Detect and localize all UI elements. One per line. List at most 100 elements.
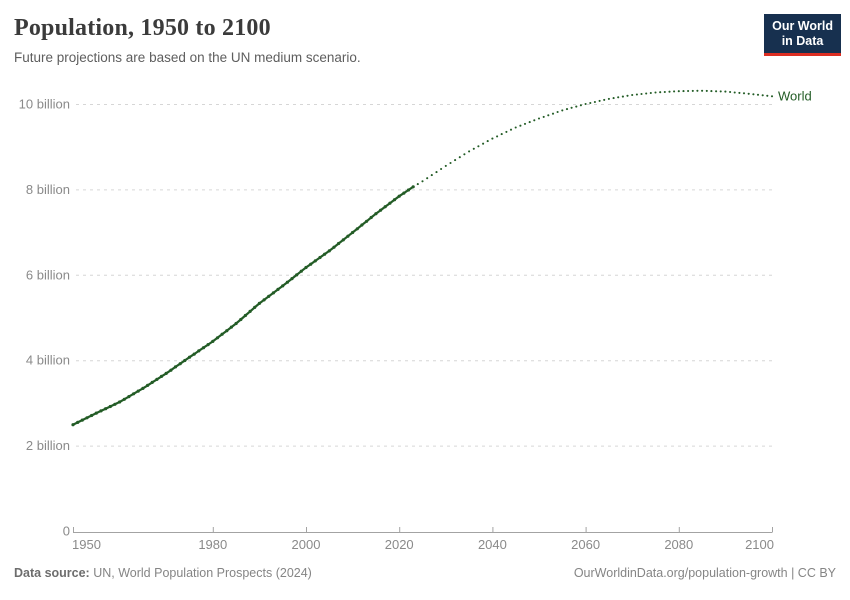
world-series-point: [304, 265, 308, 270]
world-projection-dot: [701, 89, 704, 92]
world-series-point: [215, 336, 220, 340]
world-projection-dot: [430, 174, 433, 177]
world-series-point: [132, 392, 136, 396]
world-series-point: [346, 234, 350, 238]
world-projection-dot: [631, 93, 634, 97]
world-series-point: [295, 273, 299, 277]
world-series-point: [388, 201, 392, 205]
world-projection-dot: [752, 93, 755, 96]
y-axis-label-8: 8 billion: [26, 182, 70, 197]
world-projection-dot: [640, 92, 643, 96]
world-series-point: [411, 185, 415, 189]
world-series-point: [118, 400, 122, 404]
x-axis-label-2040: 2040: [478, 537, 507, 552]
x-axis-label-2020: 2020: [385, 537, 414, 552]
world-series-point: [355, 227, 359, 231]
y-axis-label-6: 6 billion: [26, 267, 70, 282]
owid-logo-line1: Our World: [772, 19, 833, 33]
world-series-point: [113, 402, 117, 406]
chart-footer: Data source: UN, World Population Prospe…: [14, 566, 836, 580]
world-series-point: [309, 262, 313, 266]
world-projection-dot: [542, 115, 545, 118]
world-projection-dot: [533, 119, 536, 122]
world-projection-dot: [505, 130, 508, 133]
world-projection-dot: [472, 147, 475, 150]
world-projection-dot: [654, 91, 657, 94]
world-projection-dot: [500, 133, 503, 136]
world-projection-dot: [528, 121, 531, 124]
world-projection-dot: [593, 100, 596, 104]
world-series-point: [243, 313, 247, 318]
world-series-point: [220, 332, 224, 336]
world-projection-dot: [663, 90, 666, 94]
world-series-point: [360, 223, 364, 227]
world-series-point: [351, 230, 355, 235]
world-series-point: [225, 329, 229, 333]
world-projection-dot: [514, 126, 517, 129]
owid-logo[interactable]: Our World in Data: [764, 14, 841, 56]
y-axis-label-0: 0: [63, 524, 70, 539]
world-projection-dot: [491, 137, 494, 140]
world-series-point: [197, 349, 201, 353]
x-axis-label-2000: 2000: [292, 537, 321, 552]
world-series-point: [104, 407, 108, 411]
world-series-point: [341, 238, 345, 242]
y-axis-label-4: 4 billion: [26, 353, 70, 368]
world-projection-dot: [659, 91, 662, 94]
series-label-world[interactable]: World: [778, 88, 812, 103]
world-series-point: [136, 389, 140, 393]
world-series-point: [183, 358, 187, 363]
world-series-point: [402, 191, 406, 195]
world-projection-dot: [547, 114, 550, 117]
world-projection-dot: [570, 106, 573, 109]
world-projection-dot: [463, 153, 466, 156]
world-series-point: [332, 245, 336, 249]
world-projection-dot: [742, 92, 746, 95]
world-series-point: [337, 241, 341, 246]
world-projection-dot: [729, 90, 732, 94]
page-title: Population, 1950 to 2100: [14, 15, 271, 41]
world-projection-dot: [705, 89, 708, 92]
world-projection-dot: [687, 89, 690, 93]
world-projection-dot: [756, 93, 760, 96]
world-projection-dot: [598, 99, 601, 102]
chart-subtitle: Future projections are based on the UN m…: [14, 49, 361, 65]
world-series-point: [379, 208, 383, 212]
world-series-point: [285, 280, 289, 284]
world-series-point: [253, 305, 257, 309]
credit-line[interactable]: OurWorldinData.org/population-growth | C…: [573, 566, 836, 580]
world-series-point: [323, 252, 327, 256]
world-series-point: [155, 377, 159, 381]
world-series-point: [141, 386, 145, 390]
world-projection-dot: [426, 177, 429, 180]
world-series-point: [206, 343, 210, 347]
world-projection-dot: [696, 89, 699, 92]
world-series-point: [80, 418, 84, 422]
world-series-historical-line: [72, 185, 414, 426]
world-series-point: [257, 301, 261, 305]
world-series-point: [318, 255, 322, 260]
world-series-point: [276, 287, 280, 291]
world-projection-dot: [617, 96, 620, 99]
world-projection-dot: [458, 156, 461, 159]
world-series-point: [90, 413, 94, 418]
world-projection-dot: [733, 91, 736, 94]
world-series-point: [85, 416, 89, 420]
world-projection-dot: [668, 90, 671, 93]
world-projection-dot: [519, 124, 522, 127]
world-series-point: [248, 309, 252, 313]
world-projection-dot: [449, 161, 452, 165]
world-series-point: [234, 321, 238, 326]
world-projection-dot: [509, 128, 513, 131]
world-projection-dot: [454, 159, 457, 162]
world-projection-dot: [435, 171, 438, 174]
owid-logo-line2: in Data: [781, 34, 824, 48]
world-projection-dot: [584, 102, 587, 106]
world-projection-dot: [766, 94, 769, 97]
world-projection-dot: [579, 104, 582, 107]
world-projection-dot: [635, 93, 638, 96]
world-projection-dot: [603, 98, 606, 101]
world-series-point: [229, 325, 233, 329]
